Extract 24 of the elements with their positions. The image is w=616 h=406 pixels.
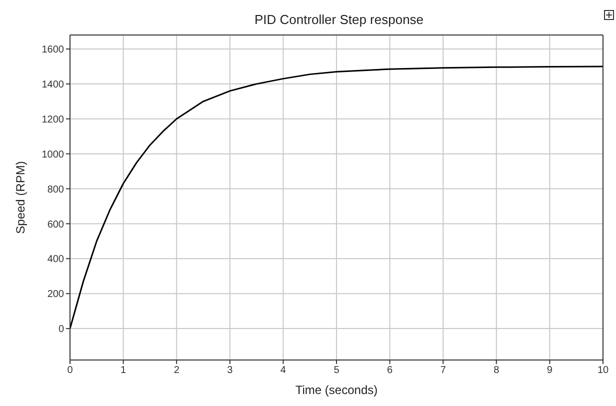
x-tick-label: 5 — [334, 365, 340, 376]
x-tick-label: 6 — [387, 365, 394, 376]
y-tick-label: 1000 — [42, 149, 64, 160]
y-axis-title: Speed (RPM) — [13, 161, 28, 234]
y-tick-label: 400 — [47, 254, 64, 266]
x-tick-label: 8 — [494, 365, 500, 376]
y-tick-label: 0 — [58, 324, 64, 336]
y-tick-label: 600 — [47, 219, 64, 230]
y-tick-label: 1200 — [42, 114, 64, 126]
y-tick-label: 800 — [47, 184, 64, 196]
line-series — [70, 66, 603, 330]
chart-title: PID Controller Step response — [253, 12, 425, 27]
y-tick-label: 1600 — [42, 44, 64, 56]
y-tick-label: 200 — [47, 289, 64, 300]
x-tick-label: 7 — [440, 365, 446, 376]
x-axis-title: Time (seconds) — [295, 383, 378, 397]
x-tick-label: 3 — [227, 365, 234, 376]
y-tick-label: 1400 — [42, 79, 64, 90]
x-tick-label: 2 — [174, 365, 180, 376]
x-tick-label: 4 — [280, 365, 286, 376]
x-tick-label: 0 — [67, 365, 74, 376]
x-tick-label: 9 — [546, 365, 553, 376]
x-tick-label: 10 — [597, 365, 609, 376]
x-tick-label: 1 — [120, 365, 127, 376]
